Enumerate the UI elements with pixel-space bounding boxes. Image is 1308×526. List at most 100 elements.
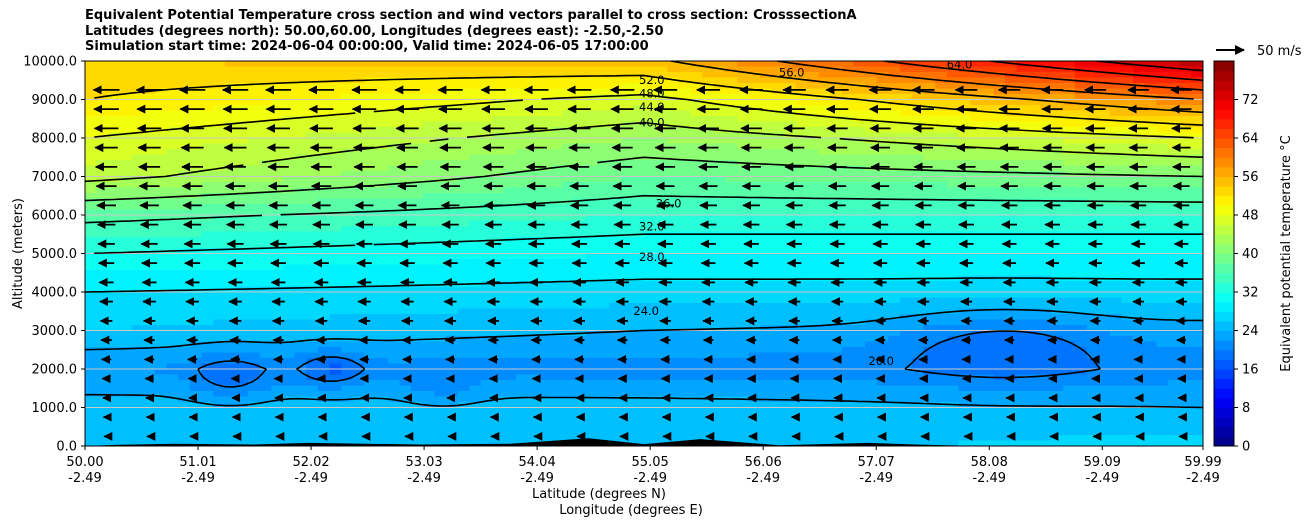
field-cell — [655, 264, 668, 271]
field-cell — [457, 264, 470, 271]
field-cell — [504, 176, 517, 183]
field-cell — [143, 138, 156, 145]
field-cell — [119, 336, 133, 343]
field-cell — [376, 176, 389, 183]
field-cell — [236, 237, 249, 244]
field-cell — [96, 374, 109, 381]
field-cell — [376, 352, 389, 359]
field-cell — [900, 248, 913, 255]
field-cell — [201, 391, 214, 398]
field-cell — [690, 286, 703, 293]
field-cell — [201, 220, 214, 227]
field-cell — [387, 204, 401, 211]
field-cell — [632, 94, 645, 101]
field-cell — [166, 253, 179, 260]
field-cell — [539, 215, 552, 222]
field-cell — [364, 220, 377, 227]
field-cell — [737, 407, 750, 414]
field-cell — [841, 182, 855, 189]
field-cell — [85, 292, 98, 299]
field-cell — [841, 385, 855, 392]
field-cell — [550, 242, 564, 249]
field-cell — [213, 94, 226, 101]
field-cell — [178, 374, 191, 381]
field-cell — [667, 187, 680, 194]
field-cell — [108, 88, 121, 95]
field-cell — [772, 171, 785, 178]
field-cell — [550, 264, 564, 271]
field-cell — [411, 440, 424, 446]
field-cell — [306, 275, 319, 282]
field-cell — [527, 121, 540, 128]
field-cell — [597, 105, 610, 112]
field-cell — [760, 110, 773, 117]
field-cell — [236, 160, 249, 167]
field-cell — [632, 160, 645, 167]
field-cell — [632, 215, 645, 222]
field-cell — [399, 325, 412, 332]
field-cell — [725, 314, 738, 321]
field-cell — [96, 143, 109, 150]
field-cell — [457, 72, 470, 79]
field-cell — [632, 143, 645, 150]
field-cell — [85, 402, 98, 409]
field-cell — [282, 303, 296, 310]
field-cell — [364, 314, 377, 321]
field-cell — [317, 187, 331, 194]
field-cell — [574, 165, 587, 172]
field-cell — [865, 396, 878, 403]
field-cell — [783, 352, 796, 359]
field-cell — [364, 209, 377, 216]
field-cell — [457, 99, 470, 106]
field-cell — [306, 303, 319, 310]
field-cell — [655, 325, 668, 332]
field-cell — [248, 198, 261, 205]
field-cell — [85, 253, 98, 260]
field-cell — [644, 314, 657, 321]
field-cell — [108, 121, 121, 128]
field-cell — [376, 424, 389, 431]
field-cell — [597, 66, 610, 73]
field-cell — [876, 380, 890, 387]
field-cell — [667, 380, 680, 387]
field-cell — [85, 154, 98, 161]
field-cell — [644, 99, 657, 106]
field-cell — [282, 94, 296, 101]
field-cell — [364, 380, 377, 387]
field-cell — [131, 330, 144, 337]
field-cell — [900, 286, 913, 293]
field-cell — [713, 160, 727, 167]
field-cell — [900, 319, 913, 326]
field-cell — [457, 385, 470, 392]
field-cell — [143, 72, 156, 79]
field-cell — [154, 116, 168, 123]
field-cell — [772, 418, 785, 425]
field-cell — [224, 424, 237, 431]
field-cell — [85, 440, 98, 446]
field-cell — [213, 193, 226, 200]
field-cell — [772, 116, 785, 123]
field-cell — [900, 149, 913, 156]
field-cell — [597, 61, 610, 68]
field-cell — [387, 143, 401, 150]
field-cell — [585, 347, 599, 354]
field-cell — [597, 374, 610, 381]
field-cell — [807, 209, 820, 216]
field-cell — [853, 77, 866, 84]
field-cell — [166, 231, 179, 238]
field-cell — [131, 149, 144, 156]
field-cell — [865, 358, 878, 365]
field-cell — [236, 209, 249, 216]
field-cell — [143, 176, 156, 183]
field-cell — [376, 253, 389, 260]
field-cell — [178, 435, 191, 442]
field-cell — [550, 66, 564, 73]
field-cell — [597, 171, 610, 178]
field-cell — [888, 286, 901, 293]
field-cell — [609, 132, 622, 139]
field-cell — [585, 391, 599, 398]
field-cell — [352, 226, 366, 233]
field-cell — [271, 132, 284, 139]
field-cell — [352, 413, 366, 420]
field-cell — [248, 77, 261, 84]
